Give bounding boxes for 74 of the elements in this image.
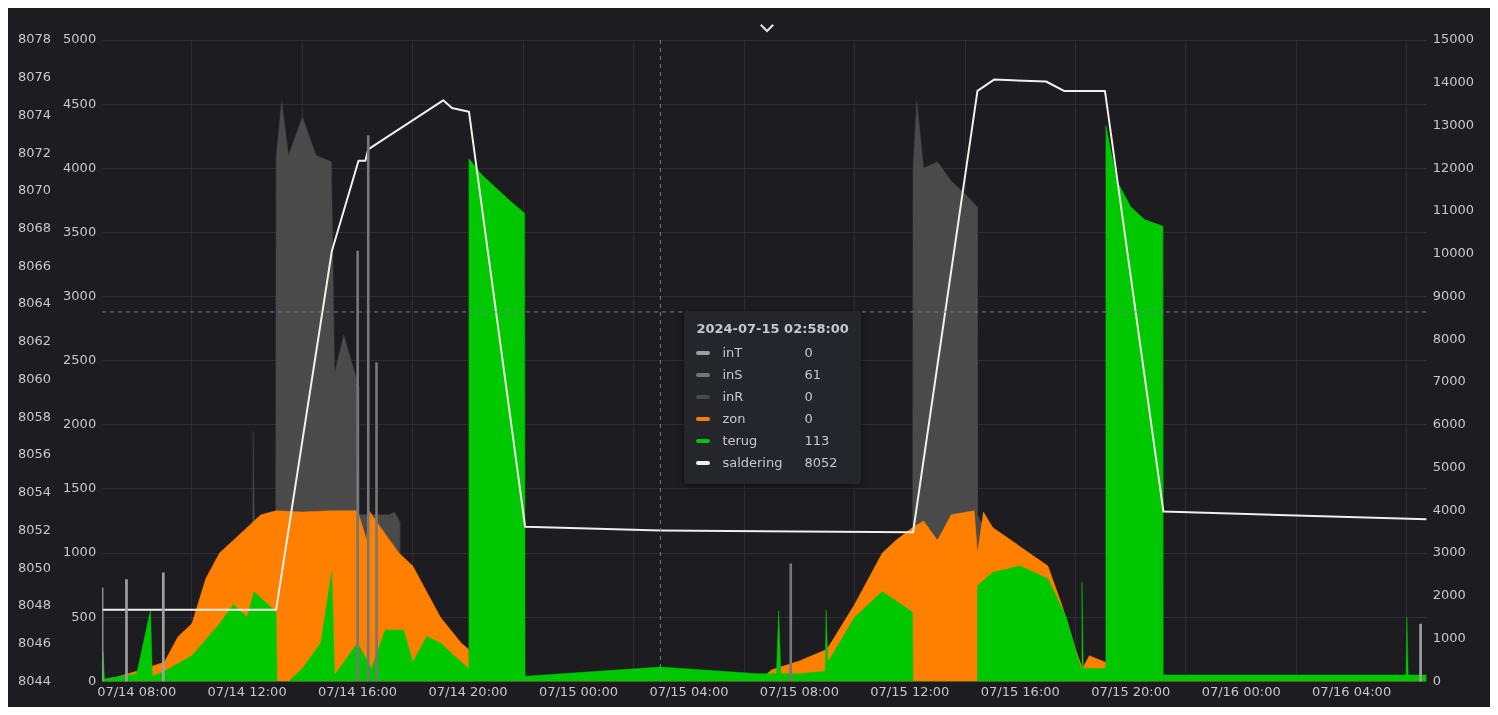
annotation: 61 [804, 367, 821, 383]
y-tick-label: 2000 [63, 416, 97, 432]
y3-tick-label: 8044 [17, 672, 52, 688]
bar [789, 563, 793, 682]
y3-tick-label: 8054 [17, 484, 52, 500]
legend-label: inT [722, 345, 744, 361]
bar [375, 362, 378, 682]
annotation: 0 [804, 389, 813, 405]
y3-tick-label: 8050 [17, 559, 52, 575]
legend-label: inS [722, 367, 744, 383]
y3-tick-label: 8062 [17, 333, 52, 349]
x-tick-label: 07/14 20:00 [428, 683, 508, 699]
y2-tick-label: 8000 [1432, 330, 1466, 346]
x-tick-label: 07/15 12:00 [870, 683, 950, 699]
y-tick-label: 500 [71, 608, 97, 624]
x-tick-label: 07/15 16:00 [980, 683, 1060, 699]
y3-tick-label: 8060 [17, 370, 52, 386]
y-tick-label: 2500 [63, 352, 97, 368]
y2-tick-label: 4000 [1432, 501, 1466, 517]
y2-tick-label: 1000 [1432, 630, 1466, 646]
y3-tick-label: 8074 [17, 106, 52, 122]
annotation: 113 [804, 433, 830, 449]
y3-tick-label: 8056 [17, 446, 52, 462]
y3-tick-label: 8068 [17, 220, 52, 236]
y2-tick-label: 2000 [1432, 587, 1466, 603]
y3-tick-label: 8052 [17, 521, 52, 537]
y3-tick-label: 8064 [17, 295, 52, 311]
y2-tick-label: 6000 [1432, 416, 1466, 432]
legend-label: saldering [722, 455, 784, 471]
annotation: 8052 [804, 455, 838, 471]
y2-tick-label: 12000 [1432, 159, 1474, 175]
y2-tick-label: 11000 [1432, 202, 1474, 218]
x-tick-label: 07/16 00:00 [1201, 683, 1281, 699]
y3-tick-label: 8046 [17, 635, 52, 651]
y3-tick-label: 8070 [17, 182, 52, 198]
y2-tick-label: 10000 [1432, 245, 1474, 261]
y2-tick-label: 0 [1432, 672, 1441, 688]
bar [366, 135, 370, 682]
x-tick-label: 07/14 12:00 [207, 683, 287, 699]
bar [356, 250, 359, 682]
y3-tick-label: 8048 [17, 597, 52, 613]
y2-tick-label: 5000 [1432, 458, 1466, 474]
annotation: 0 [804, 345, 813, 361]
y3-tick-label: 8078 [17, 31, 52, 47]
y2-tick-label: 15000 [1432, 31, 1474, 47]
x-tick-label: 07/15 04:00 [649, 683, 729, 699]
y2-tick-label: 9000 [1432, 287, 1466, 303]
y-tick-label: 4500 [63, 95, 97, 111]
y2-tick-label: 7000 [1432, 373, 1466, 389]
y3-tick-label: 8066 [17, 257, 52, 273]
legend-label: inR [722, 389, 745, 405]
y2-tick-label: 13000 [1432, 116, 1474, 132]
x-tick-label: 07/16 04:00 [1312, 683, 1392, 699]
y2-tick-label: 14000 [1432, 74, 1474, 90]
x-tick-label: 07/15 08:00 [759, 683, 839, 699]
x-tick-label: 07/14 08:00 [97, 683, 177, 699]
y-tick-label: 3000 [63, 287, 97, 303]
y-tick-label: 3500 [63, 223, 97, 239]
y-tick-label: 1000 [63, 544, 97, 560]
legend-title: 2024-07-15 02:58:00 [696, 320, 849, 336]
y-tick-label: 4000 [63, 159, 97, 175]
annotation: 0 [804, 411, 813, 427]
legend-label: terug [722, 433, 759, 449]
x-tick-label: 07/14 16:00 [318, 683, 398, 699]
y3-tick-label: 8076 [17, 69, 52, 85]
y2-tick-label: 3000 [1432, 544, 1466, 560]
y3-tick-label: 8058 [17, 408, 52, 424]
y3-tick-label: 8072 [17, 144, 52, 160]
x-tick-label: 07/15 20:00 [1091, 683, 1171, 699]
x-tick-label: 07/15 00:00 [538, 683, 619, 699]
y-tick-label: 5000 [63, 31, 97, 47]
y-tick-label: 1500 [63, 480, 97, 496]
y-tick-label: 0 [87, 672, 97, 688]
legend-label: zon [722, 411, 747, 427]
